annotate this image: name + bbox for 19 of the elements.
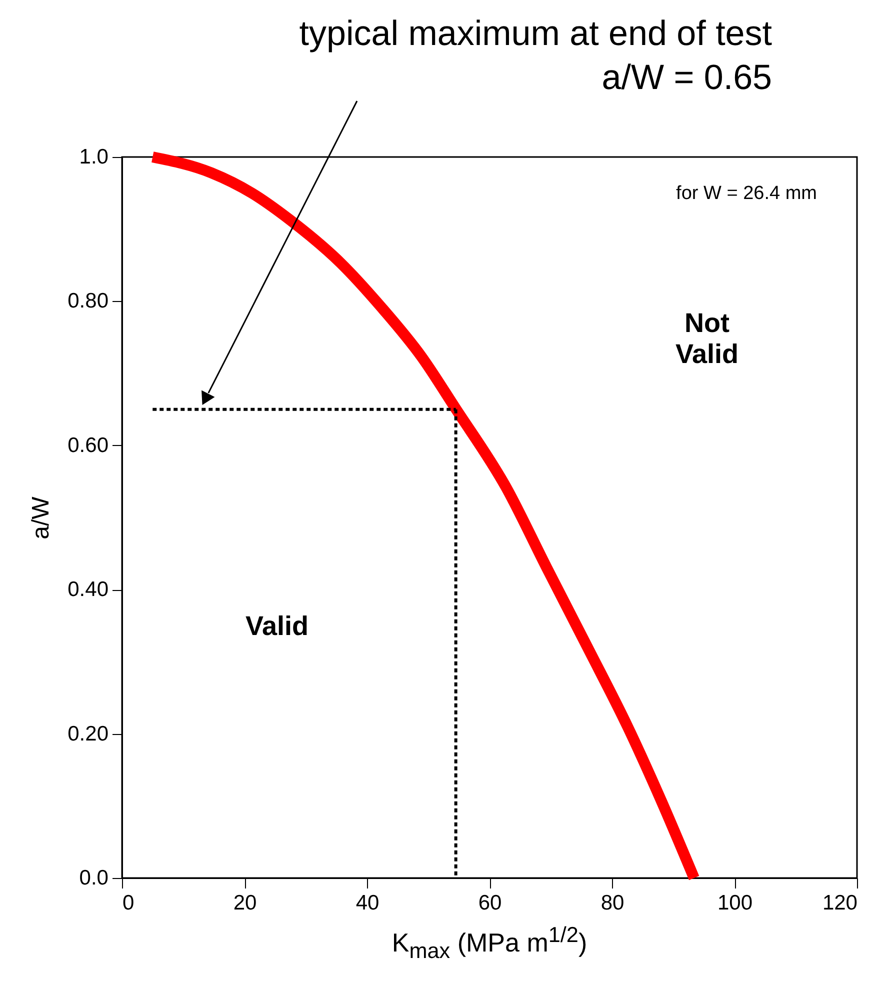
y-axis-title: a/W — [28, 496, 55, 540]
x-tick-label: 80 — [600, 892, 624, 914]
annotation: Valid — [245, 611, 309, 641]
x-tick-label: 60 — [478, 892, 502, 914]
annotation: for W = 26.4 mm — [676, 183, 817, 204]
x-axis-title: K$_{max}$ (MPa m$^{1/2}$) — [390, 922, 588, 964]
y-tick-label: 1.0 — [79, 146, 108, 168]
y-tick-label: 0.40 — [68, 578, 108, 602]
x-tick-label: 40 — [356, 892, 380, 914]
y-tick-label: 0.20 — [68, 722, 108, 746]
y-tick-label: 0.0 — [79, 866, 108, 890]
x-tick-label: 100 — [717, 892, 753, 914]
x-tick-label: 120 — [822, 892, 858, 914]
annotation: Not Valid — [675, 308, 739, 369]
y-tick-label: 0.60 — [68, 434, 108, 457]
x-tick-label: 20 — [233, 892, 257, 914]
y-tick-label: 0.80 — [68, 290, 108, 313]
x-tick-label: 0 — [122, 892, 134, 914]
text: typical maximum at end of test a/W = 0.65 — [299, 14, 772, 97]
